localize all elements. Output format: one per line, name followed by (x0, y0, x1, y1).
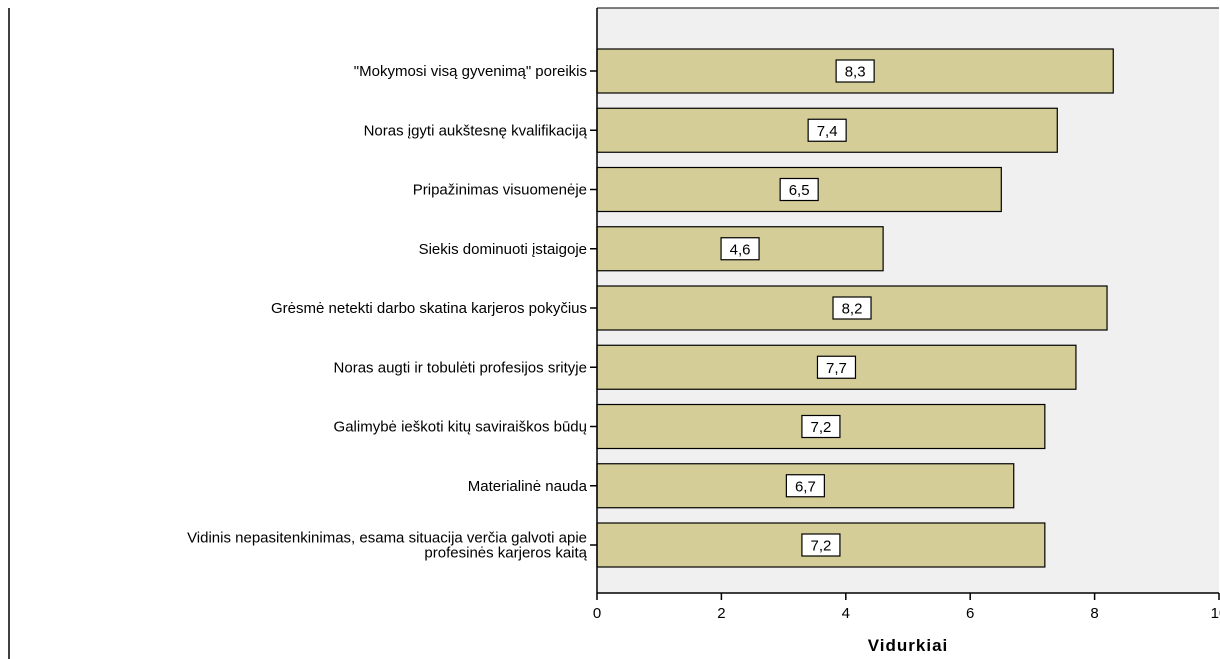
bars: 8,3 7,4 6,5 4,6 8,2 7,7 7,2 6,7 7,2 (596, 48, 1114, 568)
category-label: Grėsmė netekti darbo skatina karjeros po… (271, 300, 587, 317)
value-label-box (816, 355, 857, 379)
category-label: profesinės karjeros kaitą (424, 545, 587, 562)
x-tick-label: 8 (1090, 605, 1098, 622)
x-axis-ticks: 0 2 4 6 8 10 (590, 70, 1220, 622)
value-label-box (807, 118, 847, 142)
value-label-box (801, 533, 841, 557)
value-label: 6,7 (795, 478, 816, 495)
x-tick-label: 0 (593, 605, 601, 622)
value-label-box (832, 296, 872, 320)
category-label: Noras augti ir tobulėti profesijos srity… (334, 359, 587, 376)
x-tick-label: 4 (842, 605, 850, 622)
value-label: 7,2 (810, 419, 831, 436)
value-label: 7,4 (817, 123, 838, 140)
value-label: 7,7 (826, 360, 847, 377)
category-label: Galimybė ieškoti kitų saviraiškos būdų (334, 419, 587, 436)
value-label-box (720, 237, 760, 261)
category-label: Materialinė nauda (468, 478, 588, 495)
value-label: 8,2 (842, 301, 863, 318)
value-label-box (835, 59, 875, 83)
value-label: 8,3 (845, 64, 866, 81)
x-tick-label: 10 (1211, 605, 1220, 622)
value-label-box (785, 474, 825, 498)
value-label: 4,6 (730, 241, 751, 258)
value-label-box (779, 177, 819, 202)
category-label: Noras įgyti aukštesnę kvalifikaciją (364, 122, 588, 139)
value-label-box (801, 414, 841, 439)
category-label: "Mokymosi visą gyvenimą" poreikis (354, 63, 587, 80)
x-tick-label: 2 (717, 605, 725, 622)
x-axis-title: Vidurkiai (868, 636, 949, 655)
category-label: Vidinis nepasitenkinimas, esama situacij… (187, 530, 587, 547)
x-tick-label: 6 (966, 605, 974, 622)
value-label: 6,5 (789, 182, 810, 199)
category-labels: "Mokymosi visą gyvenimą" poreikis Noras į… (187, 63, 588, 562)
category-label: Siekis dominuoti įstaigoje (419, 241, 587, 258)
value-label: 7,2 (810, 538, 831, 555)
category-label: Pripažinimas visuomenėje (413, 182, 587, 199)
